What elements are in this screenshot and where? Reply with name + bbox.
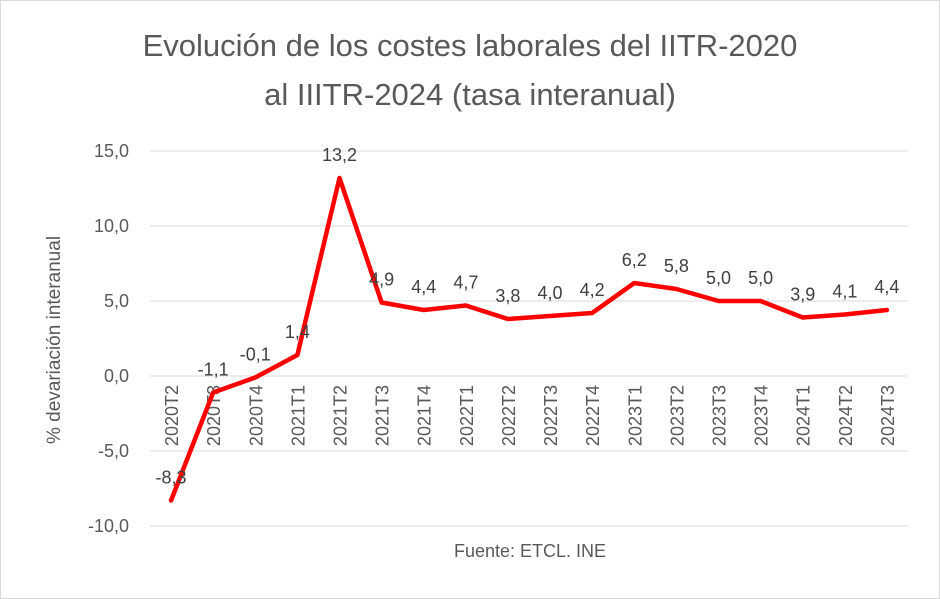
x-tick-label: 2021T2 [331, 385, 351, 446]
data-label: 3,9 [790, 285, 815, 305]
x-tick-label: 2022T2 [499, 385, 519, 446]
x-tick-label: 2022T1 [457, 385, 477, 446]
y-tick-label: 5,0 [104, 291, 129, 311]
y-axis-label: % devariación interanual [44, 236, 65, 444]
x-axis-tick-labels: 2020T2 2020T3 2020T4 2021T1 2021T2 2021T3 2021… [162, 385, 898, 446]
y-tick-label: 0,0 [104, 366, 129, 386]
data-label: 6,2 [622, 250, 647, 270]
x-tick-label: 2021T1 [288, 385, 308, 446]
data-label: 4,7 [453, 273, 478, 293]
chart-title-line-2: al IIITR-2024 (tasa interanual) [264, 77, 676, 112]
data-label: 4,4 [411, 277, 436, 297]
y-axis-tick-labels: 15,0 10,0 5,0 0,0 -5,0 -10,0 [88, 141, 129, 536]
data-labels: -8,3 -1,1 -0,1 1,4 13,2 4,9 4,4 4,7 3,8 4,0 4,2 6,2… [156, 145, 900, 488]
data-label: 5,8 [664, 256, 689, 276]
x-tick-label: 2020T2 [162, 385, 182, 446]
x-tick-label: 2022T4 [583, 385, 603, 446]
x-tick-label: 2020T4 [246, 385, 266, 446]
data-label: 4,1 [832, 282, 857, 302]
data-label: 4,2 [580, 280, 605, 300]
y-tick-label: -5,0 [98, 441, 129, 461]
data-label: -0,1 [240, 345, 271, 365]
y-tick-label: 15,0 [94, 141, 129, 161]
x-tick-label: 2023T3 [710, 385, 730, 446]
data-label: 5,0 [706, 268, 731, 288]
y-tick-label: -10,0 [88, 516, 129, 536]
x-tick-label: 2023T4 [752, 385, 772, 446]
data-label: 5,0 [748, 268, 773, 288]
series-line [168, 175, 890, 503]
data-label: -8,3 [156, 468, 187, 488]
x-tick-label: 2024T2 [836, 385, 856, 446]
data-label: 1,4 [285, 322, 310, 342]
data-label: 4,4 [874, 277, 899, 297]
x-tick-label: 2021T3 [373, 385, 393, 446]
data-label: -1,1 [198, 360, 229, 380]
x-tick-label: 2022T3 [541, 385, 561, 446]
x-tick-label: 2023T1 [625, 385, 645, 446]
x-tick-label: 2024T3 [878, 385, 898, 446]
x-tick-label: 2024T1 [794, 385, 814, 446]
data-label: 13,2 [322, 145, 357, 165]
x-tick-label: 2023T2 [667, 385, 687, 446]
source-note: Fuente: ETCL. INE [454, 541, 606, 561]
chart-title-line-1: Evolución de los costes laborales del II… [142, 28, 798, 63]
series-line-group [168, 175, 890, 503]
data-label: 4,9 [369, 270, 394, 290]
data-label: 3,8 [495, 286, 520, 306]
data-label: 4,0 [538, 283, 563, 303]
y-tick-label: 10,0 [94, 216, 129, 236]
gridlines [150, 150, 908, 527]
x-tick-label: 2021T4 [415, 385, 435, 446]
